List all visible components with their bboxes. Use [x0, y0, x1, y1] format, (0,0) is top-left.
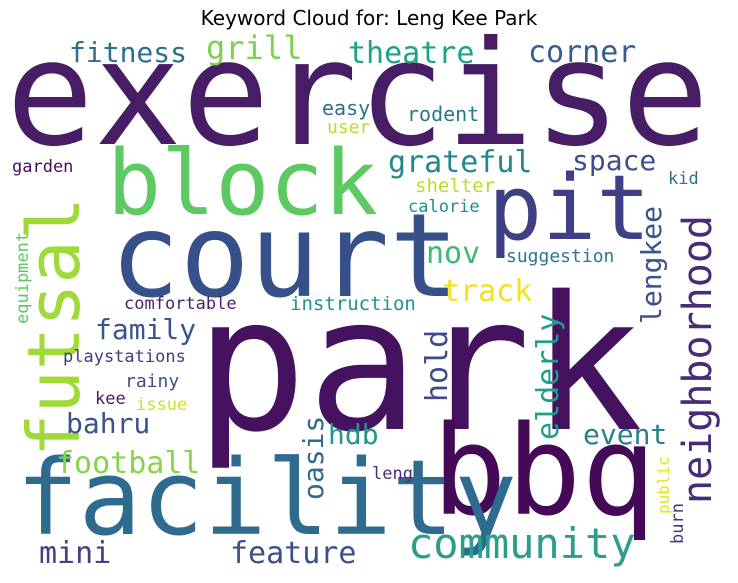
word-fitness: fitness: [69, 36, 188, 69]
word-oasis: oasis: [297, 415, 330, 500]
word-corner: corner: [528, 35, 637, 70]
word-suggestion: suggestion: [506, 246, 615, 267]
word-easy: easy: [322, 96, 371, 120]
word-playstations: playstations: [63, 347, 186, 367]
word-feature: feature: [230, 536, 357, 571]
word-user: user: [327, 117, 371, 138]
word-facility: facility: [16, 437, 517, 559]
word-bbq: bbq: [432, 400, 656, 544]
word-burn: burn: [668, 503, 688, 544]
word-hold: hold: [420, 329, 455, 402]
word-family: family: [95, 313, 197, 346]
word-football: football: [56, 446, 201, 481]
word-park: park: [195, 256, 643, 473]
word-hdb: hdb: [328, 418, 379, 451]
word-shelter: shelter: [415, 175, 496, 197]
word-bahru: bahru: [66, 407, 151, 440]
word-kid: kid: [668, 169, 699, 189]
word-event: event: [583, 418, 668, 451]
word-block: block: [107, 131, 378, 236]
word-community: community: [408, 519, 636, 568]
word-neighborhood: neighborhood: [675, 215, 721, 504]
word-space: space: [572, 144, 657, 177]
word-grateful: grateful: [388, 145, 533, 180]
word-track: track: [442, 274, 533, 309]
word-kee: kee: [95, 389, 126, 409]
word-lengkee: lengkee: [635, 205, 668, 324]
word-theatre: theatre: [348, 36, 475, 71]
word-instruction: instruction: [290, 293, 416, 315]
word-grill: grill: [206, 34, 303, 67]
word-pit: pit: [488, 156, 651, 261]
word-mini: mini: [39, 536, 112, 571]
word-rainy: rainy: [125, 371, 180, 392]
word-issue: issue: [136, 395, 188, 415]
word-cloud: park exercise bbq court facility block p…: [10, 34, 726, 578]
word-equipment: equipment: [13, 231, 33, 324]
word-rodent: rodent: [407, 102, 480, 126]
word-calorie: calorie: [408, 197, 480, 217]
word-leng: leng: [372, 464, 413, 484]
word-nov: nov: [426, 236, 481, 271]
chart-title: Keyword Cloud for: Leng Kee Park: [200, 6, 538, 30]
word-comfortable: comfortable: [124, 294, 237, 314]
word-elderly: elderly: [531, 313, 566, 440]
word-garden: garden: [12, 157, 74, 177]
word-exercise: exercise: [10, 34, 710, 179]
word-court: court: [110, 189, 460, 324]
